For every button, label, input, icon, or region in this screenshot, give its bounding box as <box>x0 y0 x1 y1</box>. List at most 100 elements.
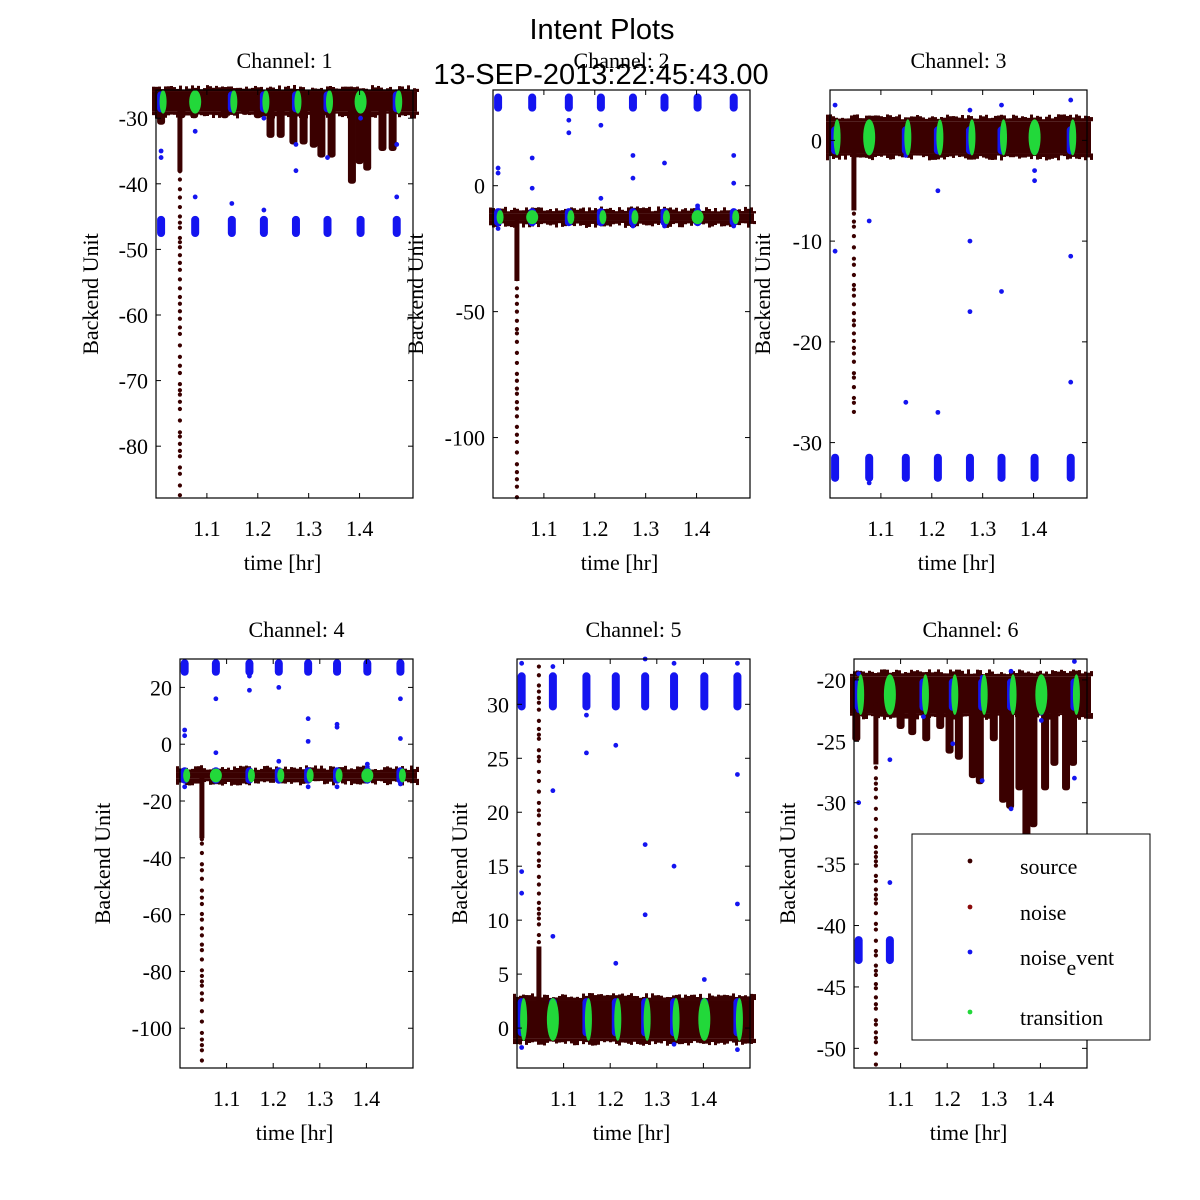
source-point <box>880 669 883 677</box>
source-point <box>889 153 892 160</box>
source-point <box>591 210 594 214</box>
x-axis-label: time [hr] <box>918 550 996 575</box>
y-axis-label: Backend Unit <box>775 803 800 925</box>
transition-point <box>857 674 865 716</box>
source-point <box>871 153 874 161</box>
source-point <box>536 832 542 838</box>
source-point <box>536 863 542 869</box>
transition-point <box>526 210 539 225</box>
noise-event-cluster <box>628 93 637 112</box>
source-point <box>317 778 320 782</box>
source-point <box>555 208 558 214</box>
source-point <box>296 778 299 783</box>
transition-point <box>631 210 639 225</box>
source-point <box>898 670 901 677</box>
source-point <box>1066 672 1069 677</box>
source-point <box>199 1048 205 1053</box>
noise-event-point <box>550 664 556 669</box>
source-point <box>323 768 326 773</box>
x-axis-label: time [hr] <box>930 1120 1008 1145</box>
source-point <box>177 309 183 314</box>
source-point <box>323 778 326 785</box>
source-point <box>536 718 542 724</box>
noise-event-point <box>276 758 282 764</box>
source-point <box>946 114 949 122</box>
transition-point <box>599 210 607 225</box>
noise-event-cluster <box>291 215 300 237</box>
axes-frame <box>829 89 1088 499</box>
source-point <box>230 111 233 115</box>
source-point <box>873 1062 879 1067</box>
source-series <box>152 84 419 498</box>
source-point <box>979 115 982 122</box>
source-point <box>877 672 880 677</box>
source-point <box>199 948 205 953</box>
source-point <box>1042 119 1045 122</box>
source-point <box>197 766 200 773</box>
x-tick-label: 1.2 <box>918 516 946 541</box>
source-point <box>284 778 287 784</box>
y-tick-label: 20 <box>150 675 172 700</box>
source-point <box>389 767 392 773</box>
source-point <box>1027 117 1030 122</box>
y-tick-label: -50 <box>119 237 148 262</box>
source-point <box>919 153 922 156</box>
y-tick-label: 10 <box>487 908 509 933</box>
source-point <box>627 1038 630 1044</box>
noise-event-point <box>394 142 400 147</box>
subplot-channel-3: Channel: 3 1.1 1.2 1.3 1.4 0 -10 -20 -30 time [hr… <box>750 48 1093 575</box>
y-tick-label: -20 <box>143 789 172 814</box>
source-point <box>177 169 183 174</box>
noise-event-point <box>921 714 926 720</box>
legend-marker <box>967 858 973 864</box>
source-dip <box>896 694 905 730</box>
source-point <box>1027 153 1030 157</box>
source-point <box>851 224 857 229</box>
plot-area <box>176 659 419 1063</box>
source-point <box>609 995 612 1001</box>
source-point <box>851 219 857 224</box>
source-point <box>985 153 988 159</box>
source-point <box>341 778 344 784</box>
source-point <box>152 86 155 92</box>
source-point <box>919 671 922 677</box>
source-point <box>873 963 879 968</box>
source-point <box>967 115 970 122</box>
source-point <box>199 917 205 922</box>
source-point <box>272 769 275 773</box>
source-point <box>991 117 994 122</box>
transition-point <box>663 210 671 225</box>
source-point <box>1015 672 1018 677</box>
source-point <box>648 1038 651 1045</box>
source-point <box>585 1038 588 1043</box>
noise-event-cluster <box>517 672 526 711</box>
source-point <box>1021 153 1024 158</box>
source-point <box>191 778 194 786</box>
source-point <box>1081 673 1084 677</box>
source-band <box>176 772 417 779</box>
x-axis-label: time [hr] <box>244 550 322 575</box>
noise-event-point <box>550 933 556 939</box>
noise-event-cluster <box>157 215 166 237</box>
source-point <box>639 220 642 224</box>
source-point <box>374 768 377 773</box>
source-point <box>1051 118 1054 122</box>
transition-point <box>936 119 944 156</box>
source-point <box>747 208 750 214</box>
source-point <box>576 220 579 224</box>
source-point <box>850 115 853 122</box>
source-point <box>260 768 263 773</box>
transition-series <box>496 210 740 225</box>
source-point <box>723 1038 726 1045</box>
source-point <box>284 86 287 92</box>
x-tick-label: 1.4 <box>1020 516 1048 541</box>
source-point <box>594 995 597 1001</box>
source-point <box>964 118 967 122</box>
source-point <box>687 995 690 1001</box>
source-point <box>1069 153 1072 159</box>
source-point <box>1078 153 1081 160</box>
source-point <box>514 378 520 383</box>
source-point <box>714 1038 717 1046</box>
source-point <box>549 1038 552 1042</box>
